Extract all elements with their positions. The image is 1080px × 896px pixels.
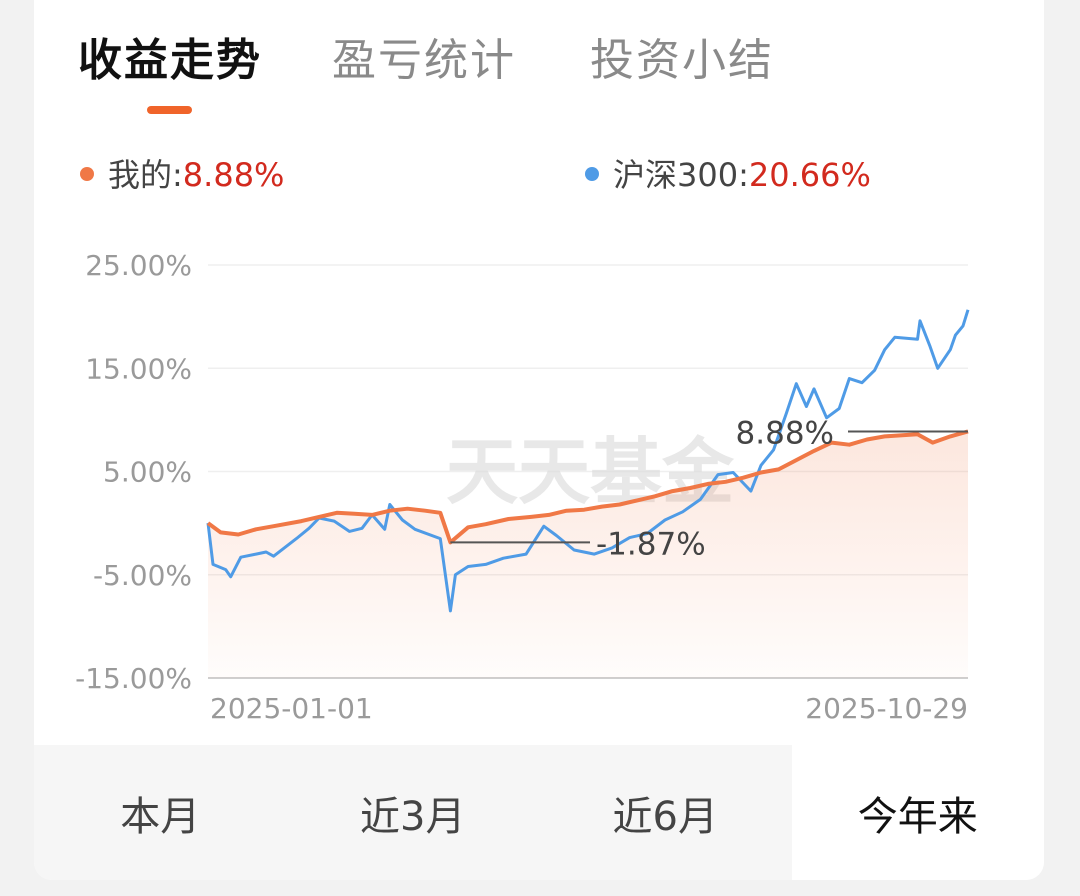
period-selector: 本月 近3月 近6月 今年来 [34,745,1044,880]
mine-area [208,431,968,678]
annotation-min-label: -1.87% [596,526,706,562]
legend-index: 沪深300:20.66% [585,150,871,200]
legend-index-value: 20.66% [748,156,871,194]
y-tick-label: -5.00% [93,559,192,592]
y-tick-label: 25.00% [85,249,192,282]
index-series-line [206,309,970,613]
legend-mine-dot [80,167,94,181]
active-tab-indicator [147,106,192,114]
tab-return-trend[interactable]: 收益走势 [78,35,262,86]
annotation-max-label: 8.88% [736,415,834,451]
legend-mine-label: 我的: [108,156,183,194]
y-tick-label: 15.00% [85,352,192,385]
period-6-months[interactable]: 近6月 [612,793,718,840]
tab-investment-summary[interactable]: 投资小结 [590,35,774,86]
period-3-months[interactable]: 近3月 [360,793,466,840]
x-tick-end: 2025-10-29 [805,692,968,725]
y-tick-label: 5.00% [103,456,192,489]
legend-index-dot [585,167,599,181]
legend-index-label: 沪深300: [613,156,749,194]
tab-profit-loss[interactable]: 盈亏统计 [332,35,516,86]
legend-mine: 我的:8.88% [80,150,284,200]
period-this-month[interactable]: 本月 [120,793,201,840]
y-tick-label: -15.00% [75,662,192,695]
mine-series-line [206,429,969,545]
period-year-to-date[interactable]: 今年来 [791,745,1044,880]
tab-bar: 收益走势 盈亏统计 投资小结 [34,30,1044,120]
x-tick-start: 2025-01-01 [210,692,373,725]
legend-mine-value: 8.88% [182,156,285,194]
